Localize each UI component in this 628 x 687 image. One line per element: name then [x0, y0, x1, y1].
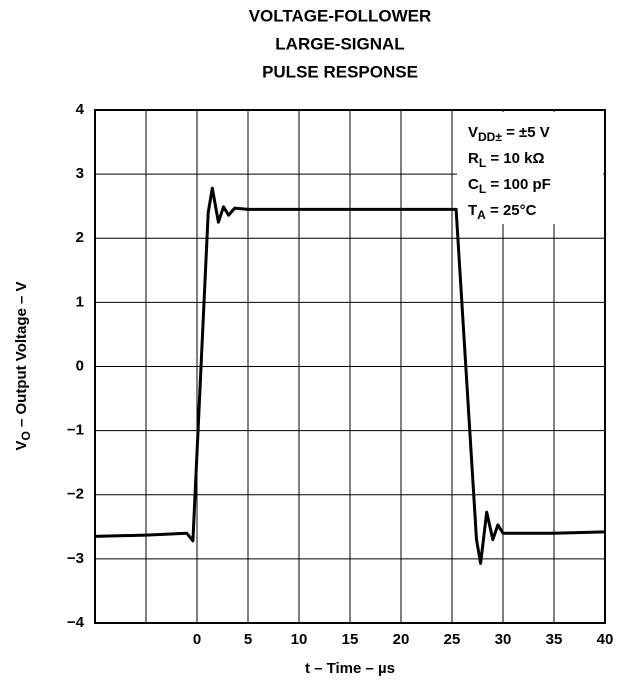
x-tick-label: 5: [244, 631, 252, 648]
annotation-main: C: [468, 176, 479, 193]
chart-title: LARGE-SIGNAL: [275, 34, 404, 53]
annotation-box: [457, 112, 603, 224]
y-tick-label: −2: [67, 486, 84, 503]
annotation-sub: L: [479, 156, 486, 170]
y-axis-label: VO – Output Voltage – V: [13, 281, 33, 450]
annotation-sub: DD±: [478, 130, 502, 144]
x-tick-label: 10: [291, 631, 308, 648]
annotation-sub: A: [477, 208, 486, 222]
y-tick-label: 0: [76, 357, 84, 374]
y-axis-label-rest: – Output Voltage – V: [13, 281, 30, 431]
plot-frame: [94, 109, 606, 624]
y-tick-label: 4: [76, 101, 85, 118]
annotation-main: R: [468, 150, 479, 167]
x-tick-label: 25: [444, 631, 461, 648]
annotation: RL = 10 kΩ: [468, 150, 545, 170]
x-tick-label: 30: [495, 631, 512, 648]
annotation-sub: L: [479, 182, 486, 196]
x-tick-label: 20: [393, 631, 410, 648]
y-tick-label: −4: [67, 614, 85, 631]
x-tick-label: 15: [342, 631, 359, 648]
x-tick-label: 40: [597, 631, 614, 648]
annotation-main: T: [468, 202, 477, 219]
y-tick-label: 2: [76, 229, 84, 246]
annotation-rest: = ±5 V: [502, 124, 550, 141]
chart-title: PULSE RESPONSE: [262, 62, 418, 81]
annotation-rest: = 100 pF: [486, 176, 551, 193]
y-tick-label: 1: [76, 293, 84, 310]
y-axis-label-sub: O: [19, 431, 33, 440]
x-tick-label: 35: [546, 631, 563, 648]
annotation: CL = 100 pF: [468, 176, 551, 196]
y-tick-label: 3: [76, 165, 84, 182]
y-tick-label: −1: [67, 422, 84, 439]
x-axis-label: t – Time – µs: [305, 660, 395, 677]
annotation: VDD± = ±5 V: [468, 124, 550, 144]
annotation-rest: = 25°C: [486, 202, 537, 219]
data-line: [94, 186, 606, 565]
y-axis-label-main: V: [13, 441, 30, 451]
annotation-rest: = 10 kΩ: [486, 150, 544, 167]
annotation: TA = 25°C: [468, 202, 537, 222]
chart-title: VOLTAGE-FOLLOWER: [249, 6, 432, 25]
y-tick-label: −3: [67, 550, 84, 567]
x-tick-label: 0: [193, 631, 201, 648]
annotation-main: V: [468, 124, 478, 141]
